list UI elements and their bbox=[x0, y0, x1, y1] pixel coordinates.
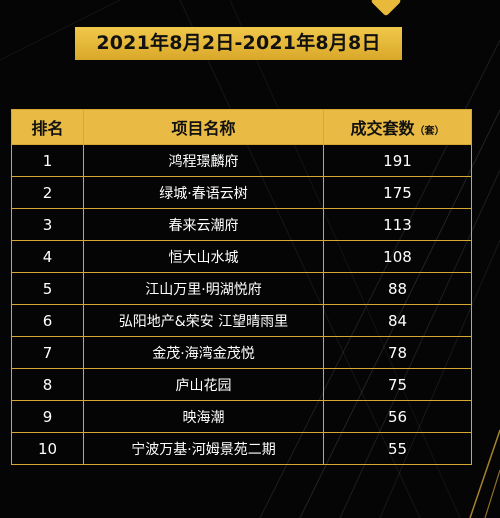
header-rank: 排名 bbox=[11, 109, 84, 145]
project-name-cell: 江山万里·明湖悦府 bbox=[83, 272, 324, 305]
table-row: 5 江山万里·明湖悦府 88 bbox=[11, 272, 472, 305]
sales-ranking-table: 排名 项目名称 成交套数（套） 1 鸿程璟麟府 191 2 绿城·春语云树 17… bbox=[11, 109, 472, 465]
date-range-banner: 2021年8月2日-2021年8月8日 bbox=[75, 27, 402, 60]
table-row: 7 金茂·海湾金茂悦 78 bbox=[11, 336, 472, 369]
table-header-row: 排名 项目名称 成交套数（套） bbox=[11, 109, 472, 145]
sales-count-cell: 75 bbox=[323, 368, 472, 401]
table-row: 9 映海潮 56 bbox=[11, 400, 472, 433]
sales-count-cell: 175 bbox=[323, 176, 472, 209]
sales-count-cell: 108 bbox=[323, 240, 472, 273]
sales-count-cell: 55 bbox=[323, 432, 472, 465]
header-project-name: 项目名称 bbox=[83, 109, 324, 145]
rank-cell: 2 bbox=[11, 176, 84, 209]
rank-cell: 8 bbox=[11, 368, 84, 401]
sales-count-cell: 56 bbox=[323, 400, 472, 433]
rank-cell: 4 bbox=[11, 240, 84, 273]
project-name-cell: 金茂·海湾金茂悦 bbox=[83, 336, 324, 369]
rank-cell: 7 bbox=[11, 336, 84, 369]
project-name-cell: 映海潮 bbox=[83, 400, 324, 433]
rank-cell: 6 bbox=[11, 304, 84, 337]
sales-count-cell: 113 bbox=[323, 208, 472, 241]
header-sales-count: 成交套数（套） bbox=[323, 109, 472, 145]
table-row: 8 庐山花园 75 bbox=[11, 368, 472, 401]
rank-cell: 9 bbox=[11, 400, 84, 433]
table-row: 2 绿城·春语云树 175 bbox=[11, 176, 472, 209]
rank-cell: 5 bbox=[11, 272, 84, 305]
table-row: 1 鸿程璟麟府 191 bbox=[11, 144, 472, 177]
project-name-cell: 绿城·春语云树 bbox=[83, 176, 324, 209]
table-row: 6 弘阳地产&荣安 江望晴雨里 84 bbox=[11, 304, 472, 337]
sales-count-cell: 84 bbox=[323, 304, 472, 337]
project-name-cell: 鸿程璟麟府 bbox=[83, 144, 324, 177]
rank-cell: 3 bbox=[11, 208, 84, 241]
project-name-cell: 庐山花园 bbox=[83, 368, 324, 401]
header-sales-unit: （套） bbox=[414, 126, 445, 137]
project-name-cell: 春来云潮府 bbox=[83, 208, 324, 241]
project-name-cell: 恒大山水城 bbox=[83, 240, 324, 273]
table-row: 10 宁波万基·河姆景苑二期 55 bbox=[11, 432, 472, 465]
table-row: 4 恒大山水城 108 bbox=[11, 240, 472, 273]
project-name-cell: 宁波万基·河姆景苑二期 bbox=[83, 432, 324, 465]
rank-cell: 10 bbox=[11, 432, 84, 465]
rank-cell: 1 bbox=[11, 144, 84, 177]
project-name-cell: 弘阳地产&荣安 江望晴雨里 bbox=[83, 304, 324, 337]
table-row: 3 春来云潮府 113 bbox=[11, 208, 472, 241]
sales-count-cell: 78 bbox=[323, 336, 472, 369]
sales-count-cell: 88 bbox=[323, 272, 472, 305]
sales-count-cell: 191 bbox=[323, 144, 472, 177]
header-sales-label: 成交套数 bbox=[350, 119, 415, 138]
